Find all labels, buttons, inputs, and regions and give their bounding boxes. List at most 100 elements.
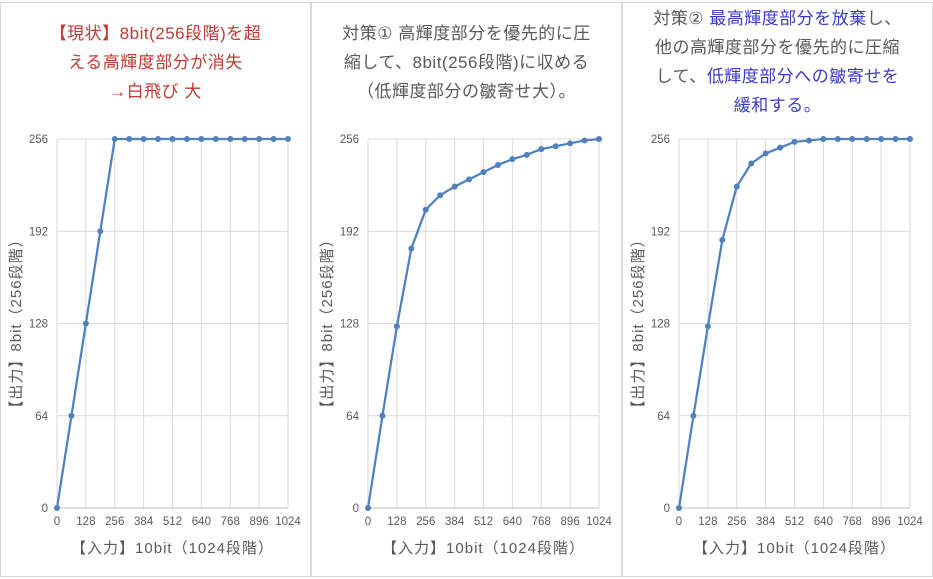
title-line: （低輝度部分の皺寄せ大）。 (318, 77, 615, 106)
title-line: 緩和する。 (629, 91, 926, 120)
data-point (733, 183, 740, 190)
data-point (834, 136, 841, 142)
data-point (169, 136, 176, 142)
title-segment: える高輝度部分が消失 (68, 52, 243, 72)
x-tick-label: 640 (192, 516, 211, 528)
x-tick-label: 1024 (897, 516, 923, 528)
title-line: 対策② 最高輝度部分を放棄し、 (629, 4, 926, 33)
x-tick-label: 0 (54, 516, 60, 528)
data-point (82, 320, 89, 327)
title-segment: し、 (866, 9, 902, 28)
data-point (241, 136, 248, 142)
y-tick-label: 192 (29, 226, 48, 238)
data-point (762, 150, 769, 157)
data-point (408, 245, 415, 252)
title-segment: 他の高輝度部分を優先的に圧縮 (655, 38, 900, 57)
data-point (581, 137, 588, 144)
data-point (719, 236, 726, 243)
title-line: →白飛び 大 (7, 77, 304, 106)
title-line: 【現状】8bit(256段階)を超 (7, 19, 304, 48)
data-point (820, 136, 827, 142)
data-point (422, 206, 429, 213)
x-tick-label: 640 (503, 516, 522, 528)
y-tick-label: 256 (340, 134, 359, 146)
data-point (863, 136, 870, 142)
y-axis-title: 【出力】8bit（256段階） (8, 231, 25, 415)
y-tick-label: 192 (340, 226, 359, 238)
panel-countermeasure-2: 対策② 最高輝度部分を放棄し、 他の高輝度部分を優先的に圧縮 して、低輝度部分への皺… (622, 2, 933, 577)
data-point (256, 136, 263, 142)
y-tick-label: 0 (42, 503, 48, 515)
tone-curve-chart-current-state: 0 64 128 192 256 0 128 256 384 512 640 768 896 1024【入… (8, 134, 301, 557)
data-point (704, 323, 711, 330)
x-tick-label: 896 (872, 516, 891, 528)
y-tick-label: 0 (353, 503, 359, 515)
x-tick-label: 896 (561, 516, 580, 528)
title-segment: →白飛び 大 (109, 81, 202, 101)
data-point (54, 505, 60, 511)
x-tick-label: 1024 (586, 516, 612, 528)
title-line: える高輝度部分が消失 (7, 48, 304, 77)
y-axis-title: 【出力】8bit（256段階） (630, 231, 647, 415)
title-line: 他の高輝度部分を優先的に圧縮 (629, 33, 926, 62)
x-tick-label: 1024 (275, 516, 301, 528)
chart-title-current-state: 【現状】8bit(256段階)を超 える高輝度部分が消失 →白飛び 大 (1, 3, 310, 121)
y-tick-label: 256 (29, 134, 48, 146)
data-point (140, 136, 147, 142)
data-point (270, 136, 277, 142)
data-point (285, 136, 291, 142)
data-point (198, 136, 205, 142)
data-point (393, 323, 400, 330)
x-tick-label: 640 (814, 516, 833, 528)
data-point (509, 156, 516, 163)
title-segment: 【現状】8bit(256段階)を超 (49, 23, 262, 43)
data-point (596, 136, 602, 142)
x-axis-title: 【入力】10bit（1024段階） (71, 540, 274, 557)
y-tick-label: 64 (35, 411, 48, 423)
x-tick-label: 512 (163, 516, 182, 528)
data-point (451, 183, 458, 190)
data-point (878, 136, 885, 142)
title-segment: して、 (655, 67, 707, 86)
title-segment: （低輝度部分の皺寄せ大）。 (357, 81, 576, 101)
y-tick-label: 128 (340, 319, 359, 331)
data-point (791, 138, 798, 145)
panel-countermeasure-1: 対策① 高輝度部分を優先的に圧 縮して、8bit(256段階)に収める （低輝度部分… (311, 2, 622, 577)
data-point (494, 161, 501, 168)
y-tick-label: 192 (651, 226, 670, 238)
x-tick-label: 0 (676, 516, 682, 528)
data-point (777, 144, 784, 151)
x-tick-label: 256 (416, 516, 435, 528)
data-point (480, 169, 487, 176)
data-point (126, 136, 133, 142)
x-tick-label: 384 (756, 516, 776, 528)
data-point (748, 160, 755, 167)
x-tick-label: 128 (387, 516, 406, 528)
x-axis-title: 【入力】10bit（1024段階） (382, 540, 585, 557)
chart-title-countermeasure-1: 対策① 高輝度部分を優先的に圧 縮して、8bit(256段階)に収める （低輝度部分… (312, 3, 621, 121)
tone-curve-chart-countermeasure-2: 0 64 128 192 256 0 128 256 384 512 640 768 896 1024【入… (630, 134, 923, 557)
data-point (907, 136, 913, 142)
data-point (567, 140, 574, 147)
y-tick-label: 256 (651, 134, 670, 146)
x-axis-title: 【入力】10bit（1024段階） (693, 540, 896, 557)
x-tick-label: 256 (105, 516, 124, 528)
data-point (68, 412, 75, 419)
title-segment: 対策② (653, 9, 710, 28)
data-point (111, 136, 118, 142)
data-point (155, 136, 162, 142)
data-point (523, 151, 530, 158)
x-tick-label: 0 (365, 516, 371, 528)
x-tick-label: 128 (698, 516, 717, 528)
panel-current-state: 【現状】8bit(256段階)を超 える高輝度部分が消失 →白飛び 大 0 64 128… (0, 2, 311, 577)
title-segment: 最高輝度部分を放棄 (709, 9, 867, 28)
data-point (805, 137, 812, 144)
data-point (97, 228, 104, 235)
data-point (538, 146, 545, 153)
data-point (466, 176, 473, 183)
x-tick-label: 768 (843, 516, 862, 528)
data-point (676, 505, 682, 511)
x-tick-label: 512 (785, 516, 804, 528)
y-tick-label: 128 (29, 319, 48, 331)
